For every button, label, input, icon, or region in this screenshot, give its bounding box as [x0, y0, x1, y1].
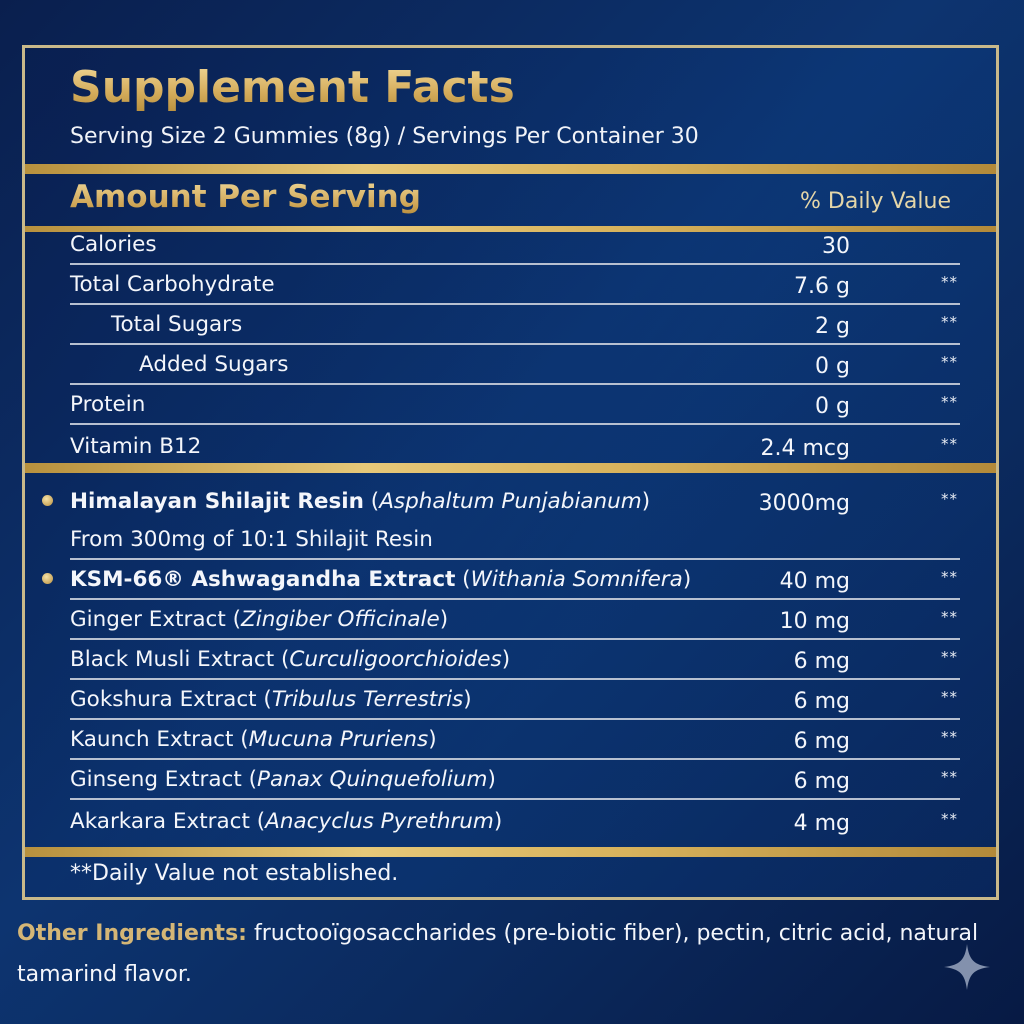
- other-ingredients-text: fructooïgosaccharides (pre-biotic fiber)…: [17, 921, 979, 987]
- ingredient-name: Black Musli Extract (Curculigoorchioides…: [70, 647, 511, 672]
- gold-dot-icon: [42, 495, 53, 506]
- divider-medium: [25, 226, 996, 232]
- nutrient-dv: **: [941, 353, 958, 371]
- ingredient-dv: **: [941, 490, 958, 508]
- ingredient-amount: 6 mg: [793, 769, 850, 794]
- ingredient-dv: **: [941, 728, 958, 746]
- ingredient-amount: 3000mg: [758, 491, 850, 516]
- nutrient-amount: 2.4 mcg: [760, 436, 850, 461]
- nutrient-amount: 2 g: [815, 314, 850, 339]
- ingredient-dv: **: [941, 608, 958, 626]
- nutrient-amount: 30: [822, 234, 850, 259]
- ingredient-dv: **: [941, 648, 958, 666]
- nutrient-row: Total Sugars 2 g **: [70, 305, 960, 345]
- ingredient-name: Kaunch Extract (Mucuna Pruriens): [70, 727, 437, 752]
- nutrient-row: Vitamin B12 2.4 mcg **: [70, 425, 960, 465]
- ingredient-amount: 10 mg: [779, 609, 850, 634]
- amount-per-serving-heading: Amount Per Serving: [70, 179, 421, 215]
- nutrient-name: Added Sugars: [139, 352, 289, 377]
- nutrient-name: Protein: [70, 392, 146, 417]
- divider-thick: [25, 847, 996, 857]
- nutrient-row: Added Sugars 0 g **: [70, 345, 960, 385]
- daily-value-footnote: **Daily Value not established.: [70, 861, 399, 886]
- ingredient-dv: **: [941, 810, 958, 828]
- ingredient-note: From 300mg of 10:1 Shilajit Resin: [70, 527, 433, 552]
- ingredient-row: Ginseng Extract (Panax Quinquefolium) 6 …: [70, 760, 960, 800]
- ingredient-row: Ginger Extract (Zingiber Officinale) 10 …: [70, 600, 960, 640]
- nutrient-name: Total Carbohydrate: [70, 272, 275, 297]
- nutrient-dv: **: [941, 313, 958, 331]
- nutrient-dv: **: [941, 273, 958, 291]
- ingredient-amount: 4 mg: [793, 811, 850, 836]
- other-ingredients: Other Ingredients: fructooïgosaccharides…: [17, 913, 1007, 995]
- divider-thick: [25, 164, 996, 174]
- nutrient-name: Vitamin B12: [70, 434, 202, 459]
- ingredient-row: Akarkara Extract (Anacyclus Pyrethrum) 4…: [70, 800, 960, 840]
- ingredient-dv: **: [941, 688, 958, 706]
- serving-info: Serving Size 2 Gummies (8g) / Servings P…: [70, 124, 699, 149]
- ingredient-name: Akarkara Extract (Anacyclus Pyrethrum): [70, 809, 503, 834]
- ingredient-name: Gokshura Extract (Tribulus Terrestris): [70, 687, 472, 712]
- ingredient-row: Black Musli Extract (Curculigoorchioides…: [70, 640, 960, 680]
- nutrient-amount: 0 g: [815, 354, 850, 379]
- ingredient-row: Himalayan Shilajit Resin (Asphaltum Punj…: [42, 480, 960, 520]
- other-ingredients-label: Other Ingredients:: [17, 921, 247, 946]
- gold-dot-icon: [42, 573, 53, 584]
- nutrient-amount: 7.6 g: [794, 274, 850, 299]
- ingredient-name: Ginseng Extract (Panax Quinquefolium): [70, 767, 496, 792]
- ingredient-amount: 6 mg: [793, 649, 850, 674]
- ingredient-name: Ginger Extract (Zingiber Officinale): [70, 607, 449, 632]
- nutrient-row: Protein 0 g **: [70, 385, 960, 425]
- daily-value-heading: % Daily Value: [800, 189, 951, 214]
- ingredient-name: KSM-66® Ashwagandha Extract (Withania So…: [70, 567, 692, 592]
- page-title: Supplement Facts: [70, 62, 515, 113]
- supplement-facts-panel: Supplement Facts Serving Size 2 Gummies …: [22, 45, 999, 900]
- nutrient-row: Total Carbohydrate 7.6 g **: [70, 265, 960, 305]
- sparkle-icon: [944, 944, 990, 990]
- divider-thick: [25, 463, 996, 473]
- ingredient-row: Gokshura Extract (Tribulus Terrestris) 6…: [70, 680, 960, 720]
- ingredient-amount: 6 mg: [793, 689, 850, 714]
- ingredient-name: Himalayan Shilajit Resin (Asphaltum Punj…: [70, 489, 651, 514]
- ingredient-dv: **: [941, 768, 958, 786]
- nutrient-amount: 0 g: [815, 394, 850, 419]
- nutrient-name: Calories: [70, 232, 157, 257]
- ingredient-note-row: From 300mg of 10:1 Shilajit Resin: [70, 520, 960, 560]
- nutrient-row: Calories 30: [70, 225, 960, 265]
- nutrient-dv: **: [941, 435, 958, 453]
- ingredient-row: Kaunch Extract (Mucuna Pruriens) 6 mg **: [70, 720, 960, 760]
- ingredient-amount: 6 mg: [793, 729, 850, 754]
- nutrient-dv: **: [941, 393, 958, 411]
- ingredient-amount: 40 mg: [779, 569, 850, 594]
- ingredient-row: KSM-66® Ashwagandha Extract (Withania So…: [42, 560, 960, 600]
- ingredient-dv: **: [941, 568, 958, 586]
- nutrient-name: Total Sugars: [111, 312, 243, 337]
